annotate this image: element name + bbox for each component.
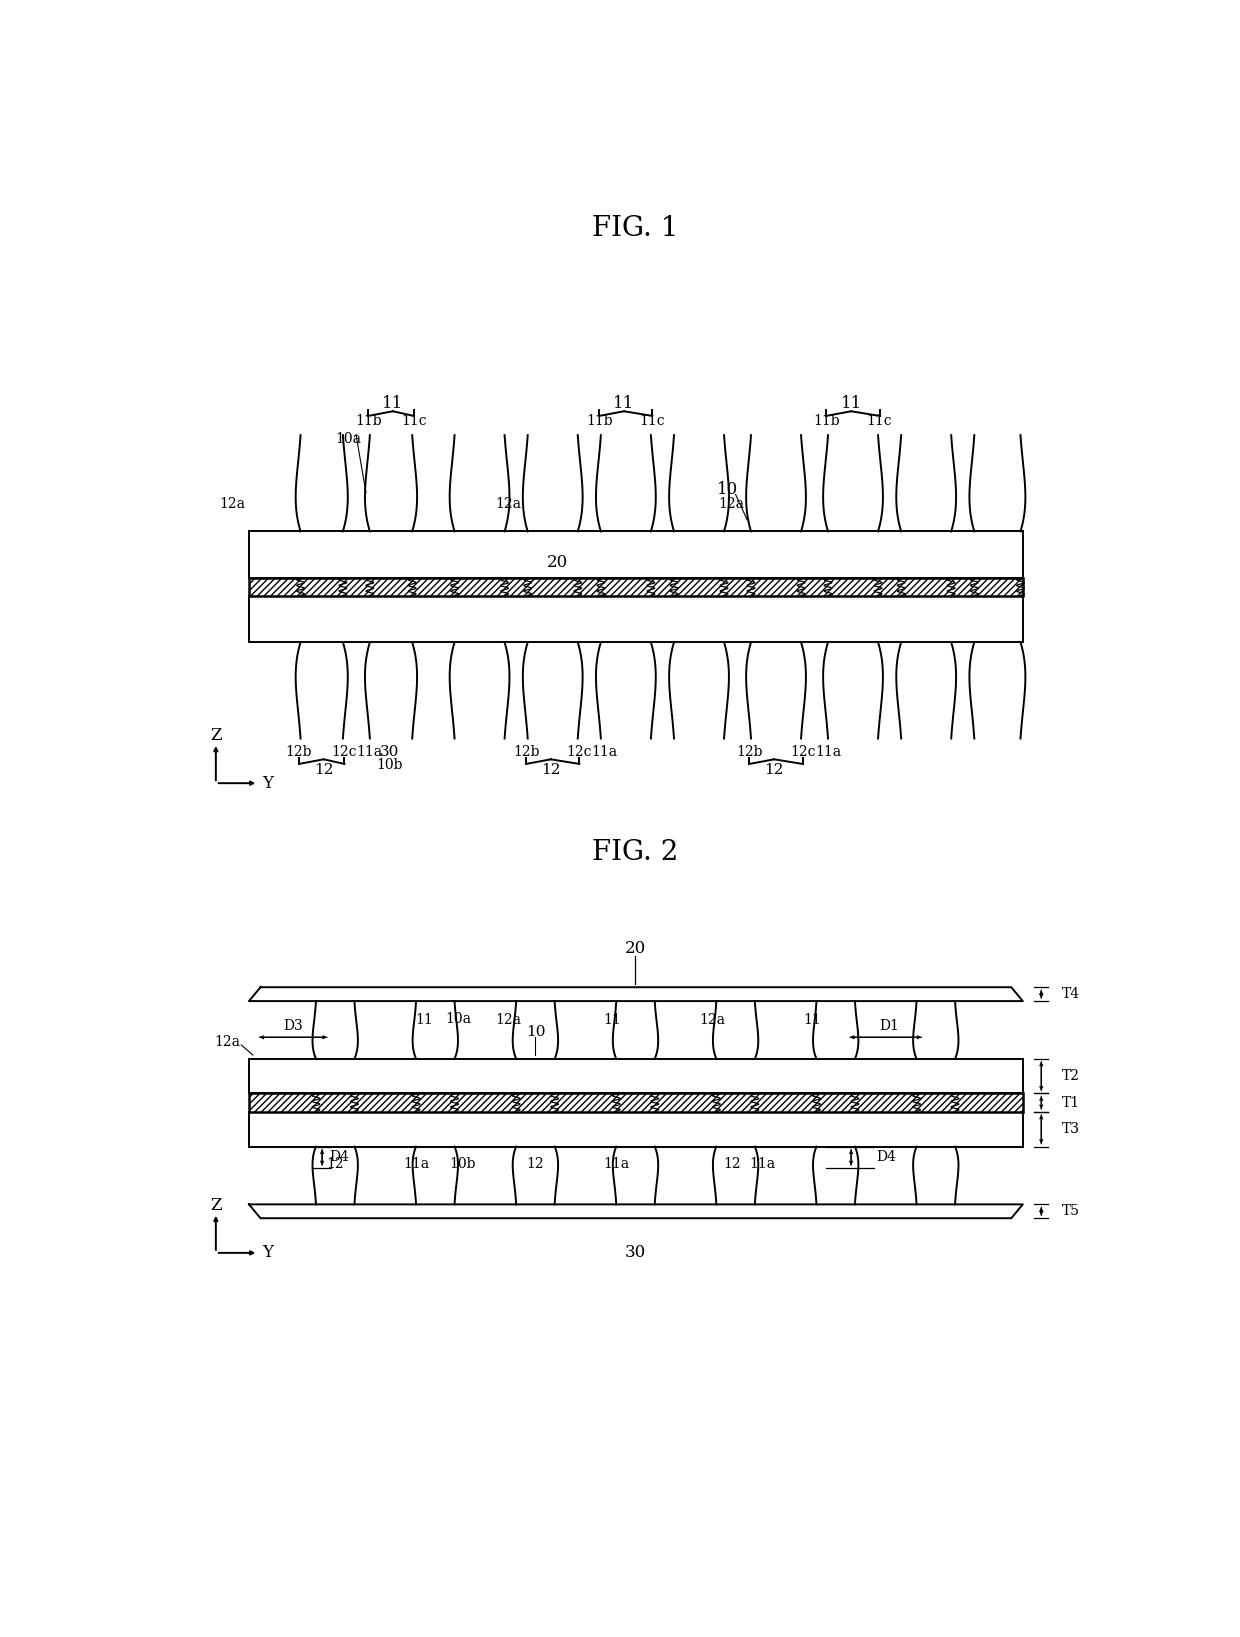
Text: 20: 20 [625,940,646,958]
Text: 10a: 10a [445,1012,471,1026]
Text: 11c: 11c [401,414,427,429]
Text: T3: T3 [1063,1123,1080,1136]
Text: 11b: 11b [355,414,382,429]
Text: 12b: 12b [513,745,539,760]
Text: 11a: 11a [749,1157,775,1170]
Polygon shape [249,1205,1023,1218]
Text: 12c: 12c [790,745,816,760]
Text: D4: D4 [329,1151,348,1164]
Text: D1: D1 [879,1020,899,1033]
Text: 12: 12 [326,1157,343,1170]
Text: 12a: 12a [699,1013,725,1028]
Text: 12c: 12c [567,745,591,760]
Text: 10b: 10b [376,758,402,773]
Text: 10: 10 [526,1025,546,1039]
Text: 11: 11 [804,1013,821,1028]
Text: 10b: 10b [449,1157,475,1170]
Text: 10a: 10a [335,432,361,445]
Text: T5: T5 [1063,1205,1080,1218]
Text: FIG. 2: FIG. 2 [593,840,678,866]
Bar [249,1059,1023,1094]
Text: 12a: 12a [496,498,522,511]
Text: T2: T2 [1063,1069,1080,1084]
Text: 12: 12 [723,1157,740,1170]
Text: 11: 11 [415,1013,433,1028]
Polygon shape [249,987,1023,1002]
Text: 12: 12 [314,763,334,778]
Bar [249,1094,1023,1112]
Text: 11a: 11a [403,1157,429,1170]
Text: FIG. 1: FIG. 1 [593,216,678,242]
Text: T1: T1 [1063,1095,1080,1110]
Text: 11a: 11a [357,745,383,760]
Text: 11a: 11a [591,745,618,760]
Text: Y: Y [262,1244,273,1262]
Bar [249,578,1023,596]
Bar [249,596,1023,642]
Text: 12: 12 [764,763,784,778]
Bar [249,578,1023,596]
Text: 20: 20 [547,553,568,571]
Bar [249,1094,1023,1112]
Text: 11b: 11b [813,414,839,429]
Bar [249,532,1023,578]
Text: 12c: 12c [331,745,357,760]
Text: 11c: 11c [640,414,665,429]
Text: 11: 11 [614,395,635,413]
Text: Z: Z [210,727,222,743]
Text: 12a: 12a [496,1013,522,1028]
Text: 11: 11 [841,395,862,413]
Text: 11: 11 [382,395,403,413]
Text: 11a: 11a [603,1157,630,1170]
Text: D4: D4 [875,1151,895,1164]
Text: 10: 10 [717,481,739,498]
Text: 12: 12 [527,1157,544,1170]
Text: Y: Y [262,774,273,792]
Text: 11a: 11a [815,745,841,760]
Text: 11c: 11c [867,414,893,429]
Text: 12b: 12b [737,745,763,760]
Text: 12a: 12a [215,1035,241,1049]
Text: Z: Z [210,1197,222,1213]
Bar [249,1112,1023,1146]
Text: 30: 30 [625,1244,646,1262]
Text: 11b: 11b [587,414,613,429]
Text: T4: T4 [1063,987,1080,1002]
Text: 30: 30 [379,745,399,760]
Text: 12b: 12b [285,745,312,760]
Text: 12a: 12a [219,498,246,511]
Text: 12: 12 [541,763,560,778]
Text: 11: 11 [604,1013,621,1028]
Text: D3: D3 [284,1020,303,1033]
Text: 12a: 12a [719,498,745,511]
